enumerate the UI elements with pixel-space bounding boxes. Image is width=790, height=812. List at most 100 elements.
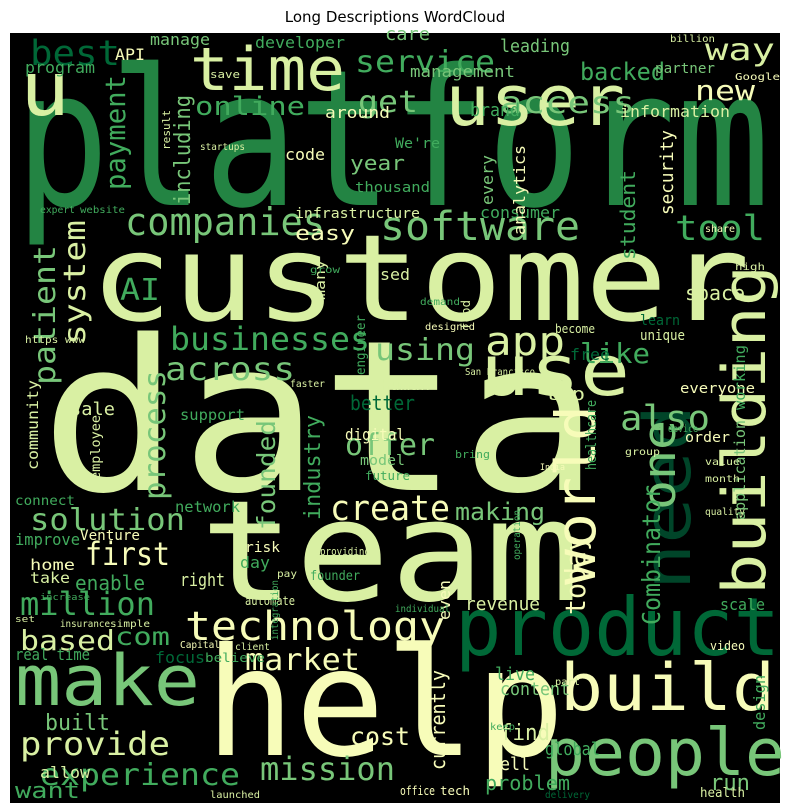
word: startups: [200, 142, 245, 153]
word: market: [245, 643, 360, 678]
word: We're: [395, 136, 440, 152]
word: build: [560, 651, 775, 726]
word: today: [559, 535, 592, 615]
word: high: [735, 262, 765, 273]
word: allow: [40, 763, 90, 782]
word: currently: [426, 670, 450, 770]
word: way: [705, 33, 775, 68]
word: information: [620, 102, 730, 121]
word: month: [705, 474, 740, 485]
title: Long Descriptions WordCloud: [285, 8, 505, 26]
word: partner: [655, 61, 715, 77]
word: help: [205, 617, 565, 791]
word: share: [705, 224, 735, 235]
word: Combinator: [637, 485, 666, 625]
word: insurance: [60, 619, 110, 630]
word: health: [700, 786, 745, 801]
word: software: [380, 204, 580, 250]
word: care: [385, 24, 430, 45]
word: providing: [320, 545, 370, 558]
word: office: [400, 784, 435, 798]
word: data: [40, 295, 600, 540]
word: human: [380, 378, 430, 394]
word: bring: [455, 448, 490, 461]
word: around: [325, 103, 390, 122]
word: technology: [185, 604, 445, 650]
word: thousand: [355, 180, 430, 196]
word: founder: [310, 569, 360, 584]
word: operation: [512, 510, 523, 560]
word: unique: [640, 328, 685, 344]
word: working: [731, 345, 749, 410]
word: value: [705, 457, 740, 468]
word: founded: [252, 420, 281, 530]
word: demand: [420, 297, 460, 308]
word: real time: [15, 645, 90, 664]
word: billion: [670, 34, 715, 45]
word: leading: [500, 36, 570, 57]
word: every: [478, 155, 497, 205]
word: https www: [25, 335, 86, 346]
word: process: [138, 370, 173, 500]
word: video: [710, 639, 745, 653]
word: application: [731, 420, 749, 520]
word: Venture: [80, 528, 140, 544]
word: part: [555, 677, 580, 688]
word: online: [195, 92, 305, 122]
word: increase: [40, 593, 90, 603]
word: management: [410, 62, 515, 81]
word: even: [435, 580, 454, 620]
word: app: [485, 319, 565, 365]
word: run: [710, 771, 750, 796]
word: developer: [255, 33, 345, 52]
word: free: [570, 345, 610, 364]
word: manage: [150, 30, 210, 49]
word: launched: [210, 790, 260, 801]
word: global: [545, 739, 600, 760]
word: find: [500, 721, 550, 746]
word: also: [620, 399, 710, 439]
word: enable: [75, 571, 145, 595]
word: million: [20, 585, 155, 623]
word: live: [495, 664, 535, 685]
word: create: [330, 489, 450, 529]
word: well: [490, 754, 530, 775]
word: patient: [28, 245, 63, 385]
word: including: [171, 95, 196, 205]
word: pay: [277, 569, 297, 580]
word: San Francisco: [465, 367, 535, 378]
word: API: [115, 45, 145, 64]
word: offer: [345, 428, 435, 463]
word: result: [160, 110, 173, 150]
word: first: [85, 535, 170, 573]
word: team: [200, 471, 580, 634]
word: need: [631, 405, 706, 590]
word: platform: [15, 29, 770, 250]
word: take: [30, 569, 70, 587]
word: program: [25, 58, 95, 77]
word: tech: [440, 784, 470, 798]
word: service: [355, 45, 495, 80]
word: everyone: [680, 381, 755, 397]
word: best: [30, 34, 120, 74]
word: engineer: [354, 315, 369, 375]
word: employee: [89, 415, 104, 480]
word: save: [210, 68, 240, 81]
word: time: [190, 35, 345, 105]
word: simple: [110, 619, 150, 630]
word: food: [459, 300, 473, 330]
word: user: [445, 60, 625, 142]
word: access: [500, 86, 635, 121]
word: risk: [245, 540, 281, 556]
word: backed: [580, 58, 665, 86]
word: automate: [245, 594, 295, 608]
word: across: [165, 350, 295, 388]
word: group: [625, 447, 660, 458]
word: future: [365, 469, 410, 483]
word: designed: [425, 322, 475, 333]
word: use: [480, 330, 630, 412]
word: day: [240, 553, 270, 572]
word: quality: [705, 507, 745, 518]
